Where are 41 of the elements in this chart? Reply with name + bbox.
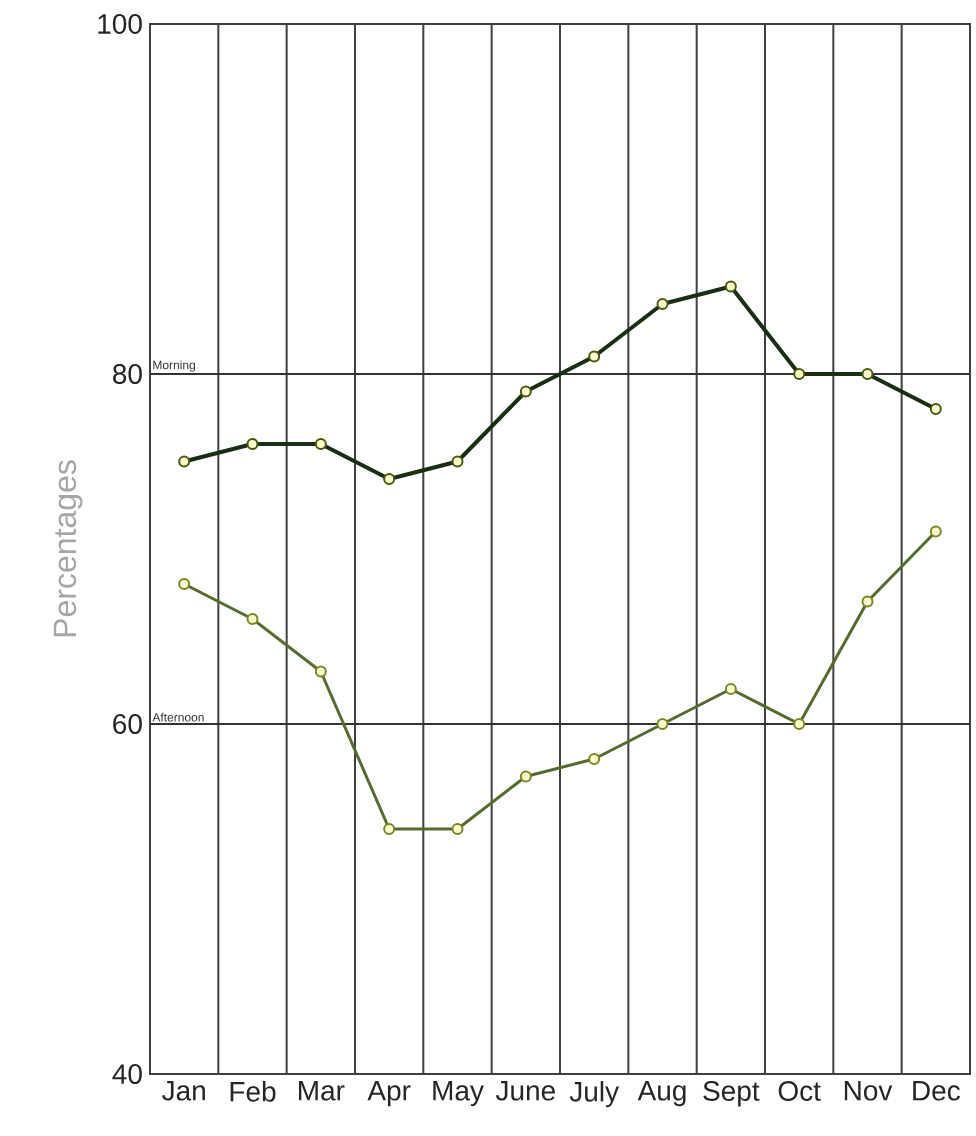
x-tick-label: Aug (637, 1081, 686, 1107)
point (314, 665, 327, 678)
x-tick-label: Jan (162, 1081, 205, 1101)
point (588, 350, 601, 363)
point (724, 280, 737, 293)
point (656, 297, 669, 310)
x-tick-label: Feb (230, 1081, 276, 1102)
point (451, 455, 464, 468)
point (793, 718, 806, 730)
x-tick-label: Sept (703, 1081, 760, 1107)
point (519, 770, 532, 783)
x-tick-label: Dec (913, 1081, 960, 1101)
y-tick-label: 40 (112, 1064, 142, 1084)
point (519, 385, 532, 398)
point (929, 402, 942, 415)
point (246, 612, 259, 625)
point (178, 455, 191, 468)
x-tick-label: July (569, 1081, 620, 1108)
x-tick-label: June (495, 1081, 555, 1101)
point (861, 367, 874, 380)
point (793, 367, 806, 380)
point (383, 473, 396, 485)
x-tick-label: Nov (844, 1081, 893, 1101)
y-tick-label: 60 (113, 714, 142, 734)
point (178, 578, 191, 590)
x-tick-label: May (433, 1081, 484, 1107)
point (246, 438, 259, 450)
point (656, 718, 669, 730)
y-tick-label: 100 (98, 14, 142, 34)
point (588, 752, 601, 765)
y-tick-label: 80 (113, 364, 142, 384)
x-tick-label: Apr (367, 1081, 411, 1107)
x-tick-label: Mar (299, 1081, 345, 1101)
point (929, 525, 942, 538)
y-axis-title: Percentages (53, 460, 83, 637)
point (383, 823, 396, 835)
point (724, 683, 737, 695)
x-tick-label: Oct (778, 1081, 821, 1101)
point (314, 438, 327, 450)
point (861, 595, 874, 608)
point (451, 823, 464, 835)
